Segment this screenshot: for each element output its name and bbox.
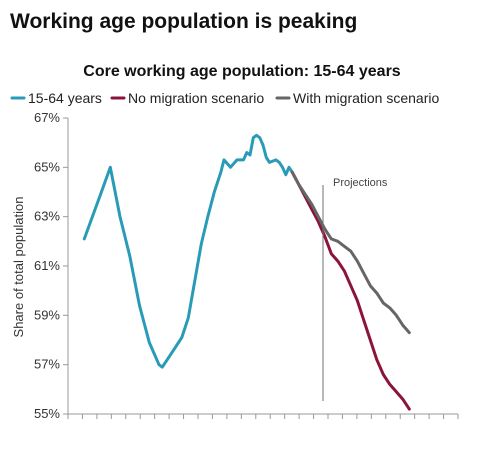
y-tick-label: 61% — [34, 258, 60, 273]
projection-annotation: Projections — [333, 177, 388, 189]
plot-area — [82, 133, 411, 411]
y-tick-label: 57% — [34, 357, 60, 372]
y-tick-label: 59% — [34, 307, 60, 322]
y-axis-title: Share of total population — [11, 197, 26, 338]
legend-item-0: 15-64 years — [10, 90, 102, 106]
y-tick-label: 67% — [34, 110, 60, 125]
series-line-0 — [82, 133, 294, 369]
y-tick-label: 65% — [34, 159, 60, 174]
chart-title: Core working age population: 15-64 years — [83, 63, 401, 80]
series-line-2 — [290, 170, 411, 335]
y-tick-label: 63% — [34, 209, 60, 224]
y-tick-label: 55% — [34, 406, 60, 421]
legend-label-0: 15-64 years — [28, 90, 102, 106]
legend-label-2: With migration scenario — [293, 90, 439, 106]
axes: 55% 57% 59% 61% 63% 65% 67% — [34, 110, 459, 421]
legend-item-1: No migration scenario — [110, 90, 264, 106]
series-line-1 — [290, 170, 411, 411]
legend: 15-64 years No migration scenario With mig… — [10, 90, 439, 106]
legend-label-1: No migration scenario — [128, 90, 264, 106]
legend-item-2: With migration scenario — [275, 90, 439, 106]
headline: Working age population is peaking — [10, 10, 357, 33]
